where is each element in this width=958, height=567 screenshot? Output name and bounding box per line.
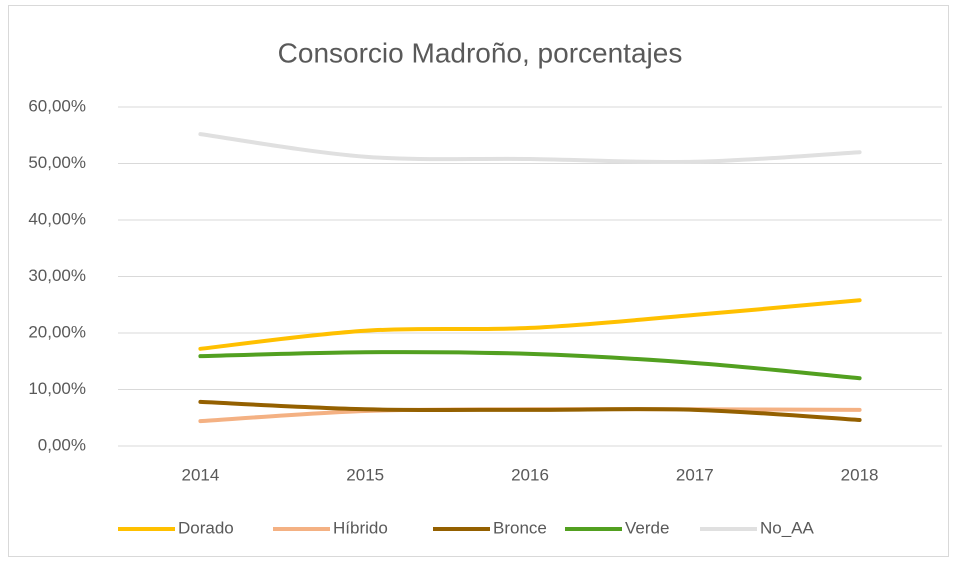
series-line [198,132,862,165]
series-line [198,399,862,423]
y-tick-label: 10,00% [28,379,86,398]
y-tick-label: 20,00% [28,322,86,341]
y-tick-label: 50,00% [28,153,86,172]
y-tick-label: 60,00% [28,96,86,115]
x-tick-label: 2014 [181,465,219,484]
chart-border [8,5,949,557]
x-tick-label: 2018 [841,465,879,484]
y-tick-label: 30,00% [28,266,86,285]
y-tick-label: 40,00% [28,209,86,228]
x-tick-label: 2015 [346,465,384,484]
series-line [198,298,862,351]
legend-label: Bronce [493,518,547,537]
x-tick-label: 2017 [676,465,714,484]
x-tick-label: 2016 [511,465,549,484]
legend-label: Verde [625,518,669,537]
y-tick-label: 0,00% [38,435,86,454]
chart-title: Consorcio Madroño, porcentajes [278,37,683,68]
legend-label: Dorado [178,518,234,537]
legend-label: Híbrido [333,518,388,537]
legend-label: No_AA [760,518,815,537]
series-line [198,350,862,381]
